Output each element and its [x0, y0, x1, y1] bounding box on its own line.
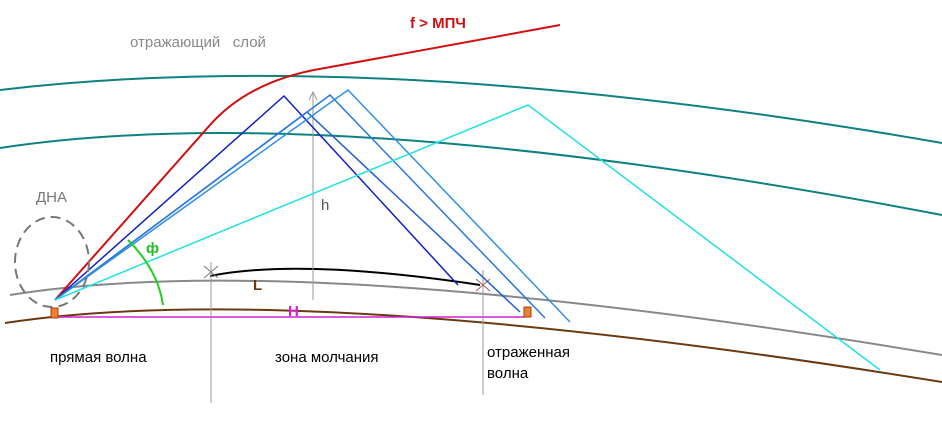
ray: [54, 94, 546, 319]
antenna-pattern: [14, 216, 90, 308]
label-direct: прямая волна: [50, 349, 147, 366]
transmitter: [50, 307, 59, 319]
gray-curve: [9, 279, 942, 356]
layer-upper: [0, 74, 942, 144]
ray: [54, 94, 459, 301]
label-reflected: волна: [487, 365, 529, 382]
ray-red: [54, 24, 561, 301]
cross: [203, 265, 219, 279]
label-mpch: f > МПЧ: [410, 15, 466, 32]
label-h: h: [321, 197, 329, 214]
ray: [54, 89, 571, 323]
ray-cyan: [54, 104, 881, 371]
angle-arc: [127, 239, 164, 306]
label-l: L: [253, 277, 262, 294]
receiver: [523, 306, 532, 318]
height-arrow: [308, 90, 318, 101]
ground: [4, 308, 942, 383]
label-h-dist: H: [288, 303, 299, 320]
label-zone: зона молчания: [275, 349, 379, 366]
arc-l: [209, 267, 481, 286]
label-dna: ДНА: [36, 189, 67, 206]
label-layer: отражающий слой: [130, 34, 266, 51]
layer-lower: [0, 132, 942, 216]
label-angle: ф: [146, 240, 159, 257]
label-reflected: отраженная: [487, 344, 570, 361]
